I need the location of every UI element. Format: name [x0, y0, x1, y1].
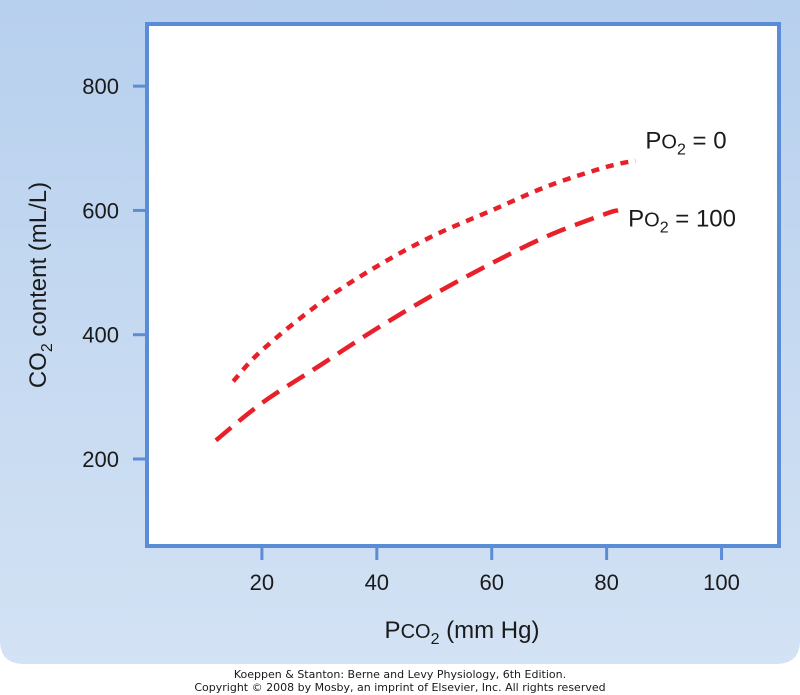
series-label-2: PO2 = 100: [628, 205, 736, 236]
credit-line-1: Koeppen & Stanton: Berne and Levy Physio…: [233, 668, 567, 681]
x-tick-label: 100: [703, 570, 740, 595]
y-tick-label: 600: [82, 198, 119, 223]
x-axis: 20 40 60 80 100: [250, 546, 740, 595]
y-tick-label: 800: [82, 74, 119, 99]
y-tick-label: 400: [82, 323, 119, 348]
plot-area: [145, 22, 781, 548]
y-axis: 200 400 600 800: [82, 74, 147, 472]
x-tick-label: 80: [594, 570, 618, 595]
series-label-1: PO2 = 0: [645, 128, 726, 159]
series-line-2: [214, 208, 619, 443]
copyright-credit: Koeppen & Stanton: Berne and Levy Physio…: [0, 668, 800, 694]
series-layer: [214, 158, 636, 443]
x-tick-label: 40: [365, 570, 389, 595]
x-tick-label: 20: [250, 570, 274, 595]
x-tick-label: 60: [479, 570, 503, 595]
y-tick-label: 200: [82, 447, 119, 472]
y-axis-title: CO2 content (mL/L): [25, 182, 56, 388]
chart: 200 400 600 800 20 40 60 80 100 PO2 = 0 PO2 = 10…: [0, 0, 800, 664]
series-line-1: [231, 158, 636, 383]
credit-line-2: Copyright © 2008 by Mosby, an imprint of…: [194, 681, 606, 694]
figure-panel: 200 400 600 800 20 40 60 80 100 PO2 = 0 PO2 = 10…: [0, 0, 800, 664]
x-axis-title: PCO2 (mm Hg): [385, 617, 540, 648]
series-labels: PO2 = 0 PO2 = 100: [628, 128, 736, 237]
